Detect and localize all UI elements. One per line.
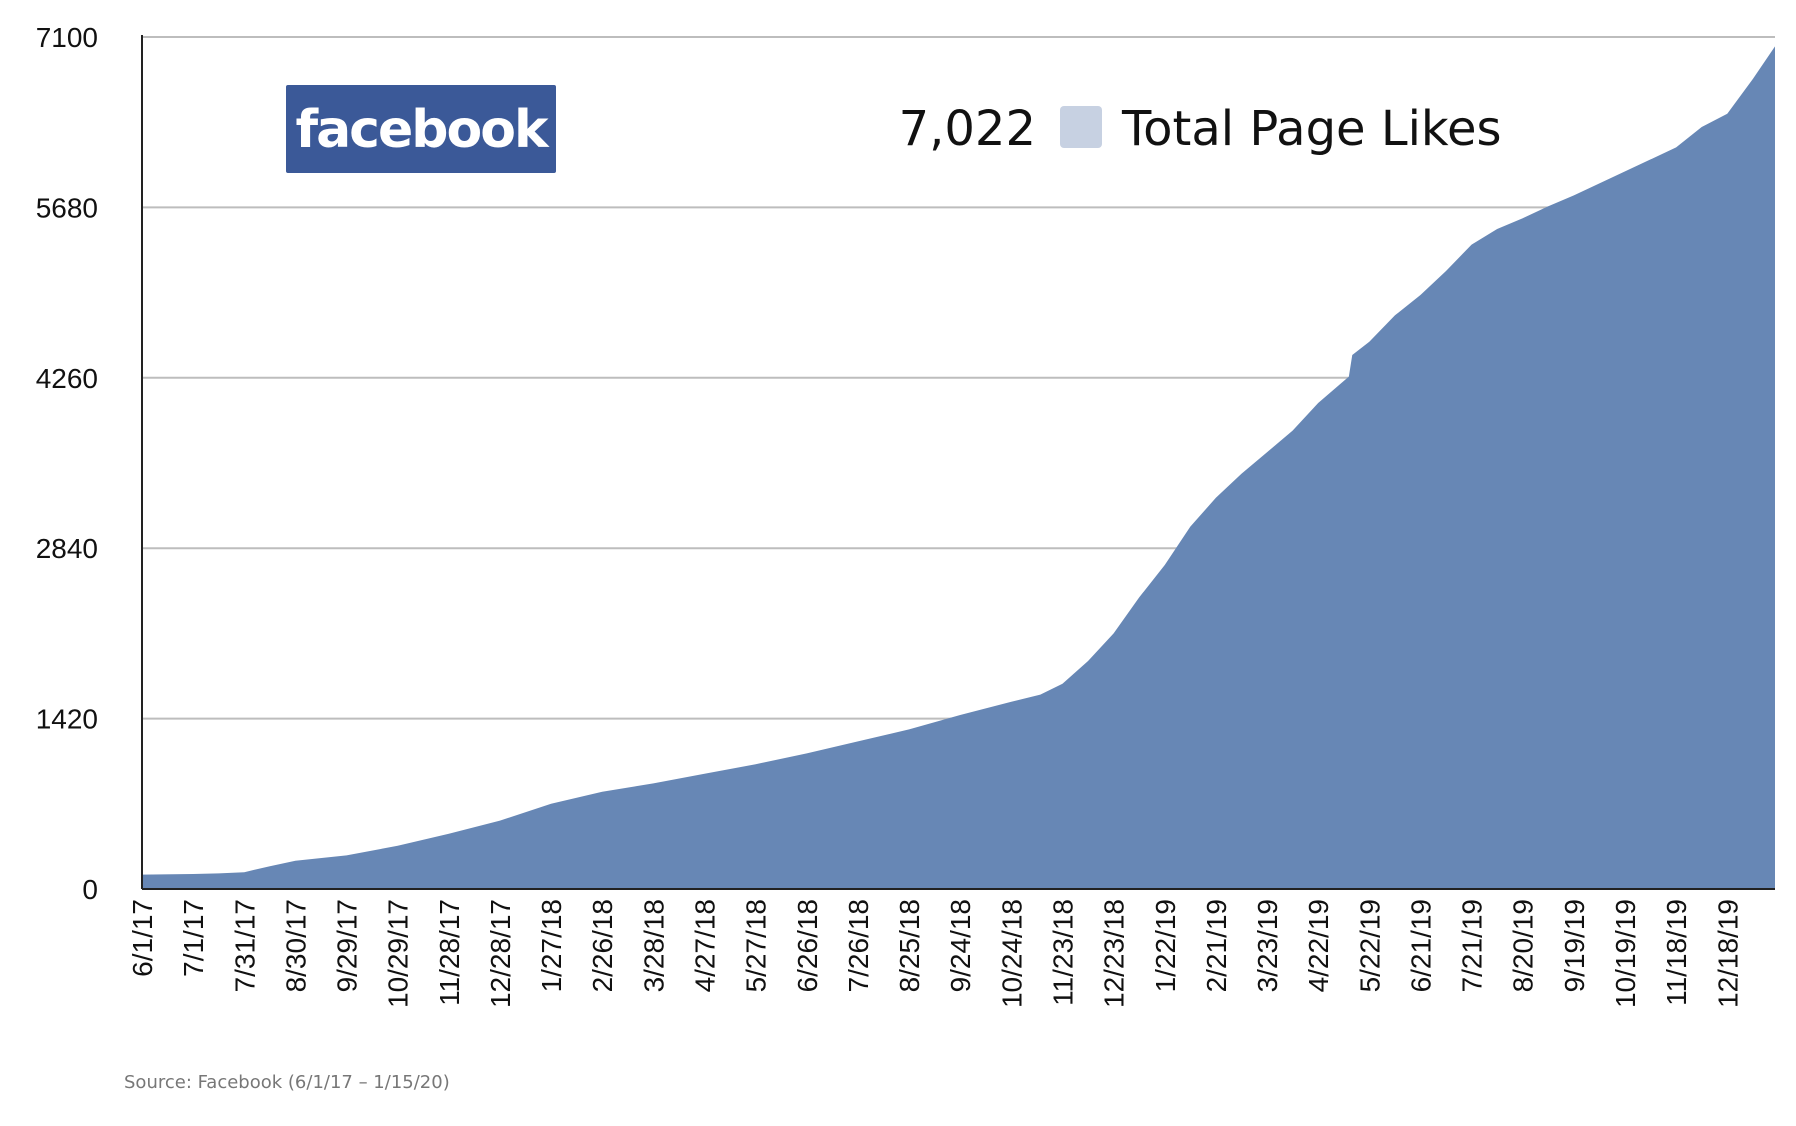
legend-swatch xyxy=(1060,106,1102,148)
x-tick-label: 6/1/17 xyxy=(127,899,158,977)
x-tick-label: 5/22/19 xyxy=(1354,899,1385,992)
x-tick-label: 10/19/19 xyxy=(1610,899,1641,1008)
x-tick-label: 2/26/18 xyxy=(587,899,618,992)
x-tick-label: 2/21/19 xyxy=(1201,899,1232,992)
x-tick-label: 3/23/19 xyxy=(1252,899,1283,992)
x-tick-label: 7/31/17 xyxy=(229,899,260,992)
legend-value: 7,022 xyxy=(899,101,1036,157)
x-tick-label: 10/29/17 xyxy=(383,899,414,1008)
x-tick-label: 11/23/18 xyxy=(1047,899,1078,1006)
axes xyxy=(141,35,1775,890)
x-tick-label: 8/30/17 xyxy=(280,899,311,992)
x-tick-label: 3/28/18 xyxy=(638,899,669,992)
source-note: Source: Facebook (6/1/17 – 1/15/20) xyxy=(124,1072,450,1093)
x-tick-label: 7/21/19 xyxy=(1457,899,1488,992)
x-tick-label: 9/29/17 xyxy=(332,899,363,992)
facebook-logo: facebook xyxy=(286,85,556,173)
x-tick-label: 12/28/17 xyxy=(485,899,516,1008)
y-tick-label: 7100 xyxy=(36,22,98,53)
x-tick-label: 9/24/18 xyxy=(945,899,976,992)
x-tick-label: 4/27/18 xyxy=(690,899,721,992)
y-tick-label: 5680 xyxy=(36,192,98,223)
facebook-logo-background xyxy=(286,85,556,173)
y-tick-label: 4260 xyxy=(36,363,98,394)
x-tick-label: 11/18/19 xyxy=(1661,899,1692,1006)
x-tick-label: 6/26/18 xyxy=(792,899,823,992)
x-tick-label: 7/26/18 xyxy=(843,899,874,992)
x-tick-label: 10/24/18 xyxy=(996,899,1027,1008)
y-tick-label: 1420 xyxy=(36,704,98,735)
y-tick-labels: 0 1420 2840 4260 5680 7100 xyxy=(36,22,98,905)
x-tick-label: 8/25/18 xyxy=(894,899,925,992)
x-tick-labels: 6/1/17 7/1/17 7/31/17 8/30/17 9/29/17 10/29/1… xyxy=(127,899,1743,1008)
x-tick-label: 8/20/19 xyxy=(1508,899,1539,992)
facebook-logo-text: facebook xyxy=(295,100,549,160)
y-tick-label: 2840 xyxy=(36,533,98,564)
x-tick-label: 5/27/18 xyxy=(741,899,772,992)
area-series-total-page-likes xyxy=(142,46,1775,890)
legend-label: Total Page Likes xyxy=(1121,101,1502,157)
x-tick-label: 12/18/19 xyxy=(1712,899,1743,1008)
x-tick-label: 7/1/17 xyxy=(178,899,209,977)
x-tick-label: 6/21/19 xyxy=(1405,899,1436,992)
legend: 7,022 Total Page Likes xyxy=(899,101,1502,157)
x-tick-label: 1/22/19 xyxy=(1150,899,1181,992)
x-tick-label: 1/27/18 xyxy=(536,899,567,992)
x-tick-label: 11/28/17 xyxy=(434,899,465,1006)
x-tick-label: 12/23/18 xyxy=(1099,899,1130,1008)
y-tick-label: 0 xyxy=(82,874,98,905)
x-tick-label: 4/22/19 xyxy=(1303,899,1334,992)
x-tick-label: 9/19/19 xyxy=(1559,899,1590,992)
